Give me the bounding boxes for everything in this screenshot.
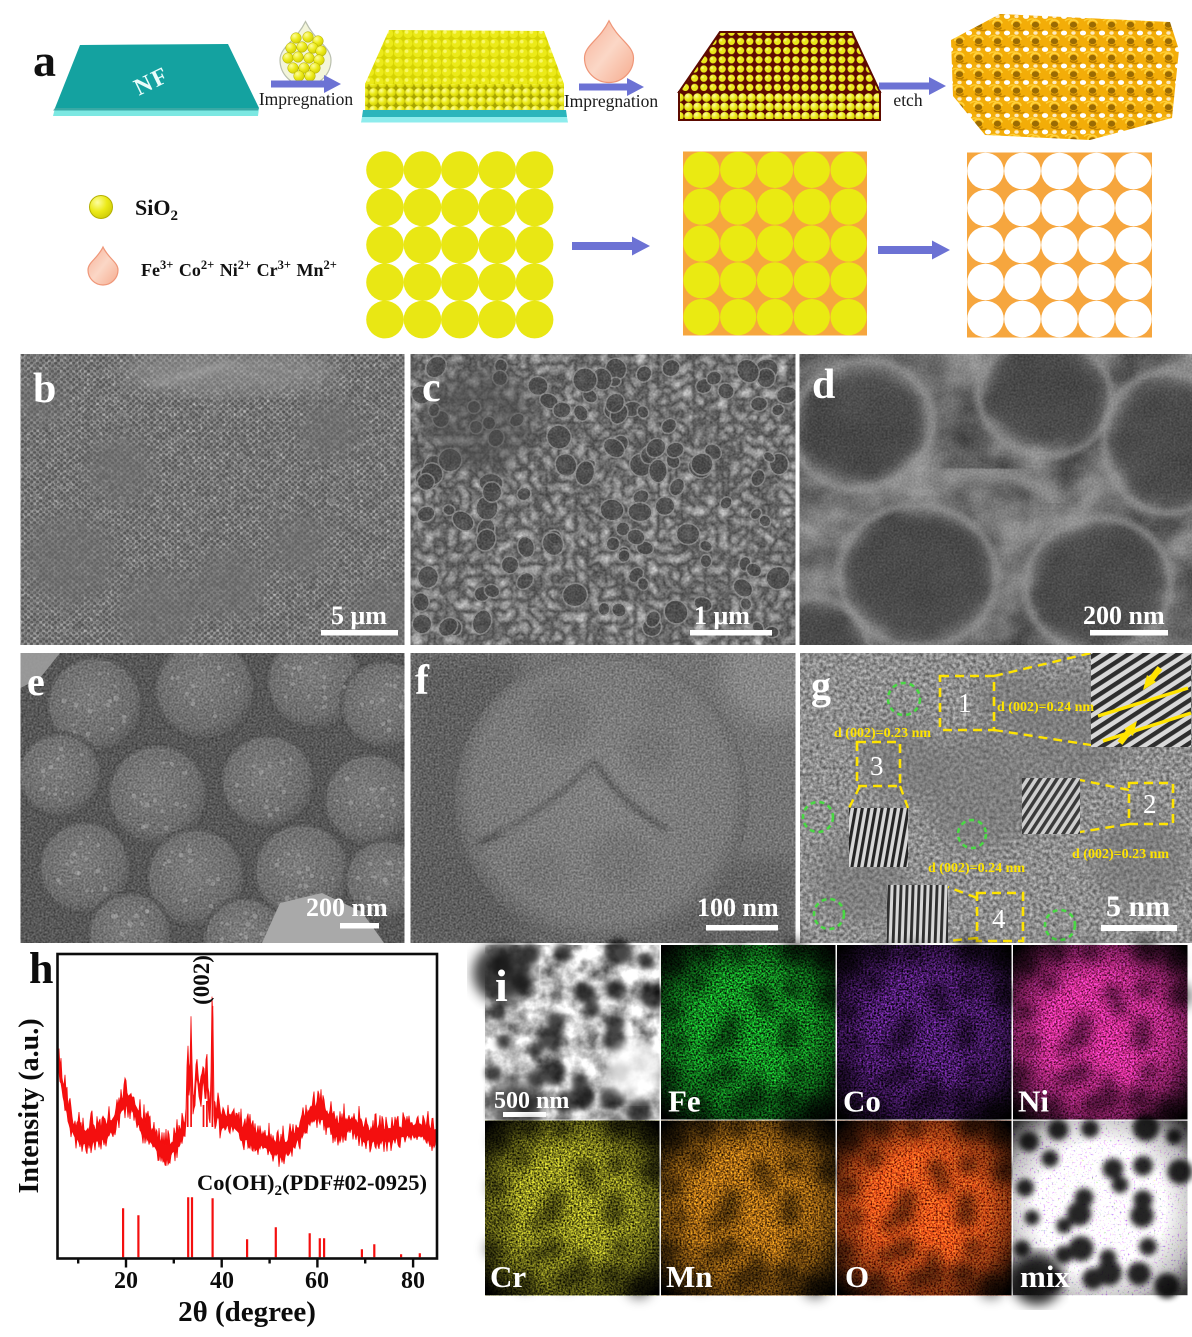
svg-text:Mn: Mn <box>666 1259 713 1294</box>
svg-text:d (002)=0.23 nm: d (002)=0.23 nm <box>834 726 931 741</box>
svg-text:3: 3 <box>870 751 884 781</box>
svg-text:Intensity (a.u.): Intensity (a.u.) <box>14 1018 45 1193</box>
svg-text:60: 60 <box>305 1268 329 1294</box>
svg-text:e: e <box>27 659 45 704</box>
svg-text:Cr: Cr <box>490 1259 526 1294</box>
svg-text:d (002)=0.24 nm: d (002)=0.24 nm <box>928 861 1025 876</box>
svg-text:200 nm: 200 nm <box>306 893 388 922</box>
svg-text:1 μm: 1 μm <box>694 601 750 630</box>
svg-text:500 nm: 500 nm <box>494 1088 569 1114</box>
svg-text:d: d <box>812 362 835 408</box>
svg-text:c: c <box>422 365 441 411</box>
svg-text:Co(OH)2(PDF#02-0925): Co(OH)2(PDF#02-0925) <box>197 1170 427 1199</box>
svg-text:d (002)=0.24 nm: d (002)=0.24 nm <box>997 700 1094 715</box>
svg-text:Ni: Ni <box>1018 1084 1049 1119</box>
svg-text:b: b <box>33 366 56 412</box>
svg-text:i: i <box>495 960 508 1011</box>
svg-text:4: 4 <box>992 904 1006 934</box>
svg-text:80: 80 <box>401 1268 425 1294</box>
svg-text:Impregnation: Impregnation <box>259 89 354 109</box>
svg-text:20: 20 <box>114 1268 138 1294</box>
svg-text:O: O <box>845 1259 869 1294</box>
svg-text:(002): (002) <box>189 955 214 1005</box>
svg-text:a: a <box>33 35 56 86</box>
svg-text:mix: mix <box>1020 1259 1070 1294</box>
svg-text:40: 40 <box>210 1268 234 1294</box>
svg-text:5 μm: 5 μm <box>331 601 387 630</box>
svg-text:Co: Co <box>843 1084 881 1119</box>
svg-text:d (002)=0.23 nm: d (002)=0.23 nm <box>1072 847 1169 862</box>
svg-text:5 nm: 5 nm <box>1106 890 1170 923</box>
svg-text:g: g <box>811 663 831 708</box>
svg-text:1: 1 <box>958 688 972 718</box>
svg-text:2θ (degree): 2θ (degree) <box>178 1296 316 1328</box>
svg-text:2: 2 <box>1143 789 1157 819</box>
svg-text:f: f <box>415 658 430 704</box>
svg-text:Fe: Fe <box>668 1084 701 1119</box>
svg-text:h: h <box>29 944 53 993</box>
svg-text:Impregnation: Impregnation <box>564 91 659 111</box>
svg-text:200 nm: 200 nm <box>1083 601 1165 630</box>
svg-text:etch: etch <box>893 90 922 110</box>
svg-text:100 nm: 100 nm <box>697 893 779 922</box>
